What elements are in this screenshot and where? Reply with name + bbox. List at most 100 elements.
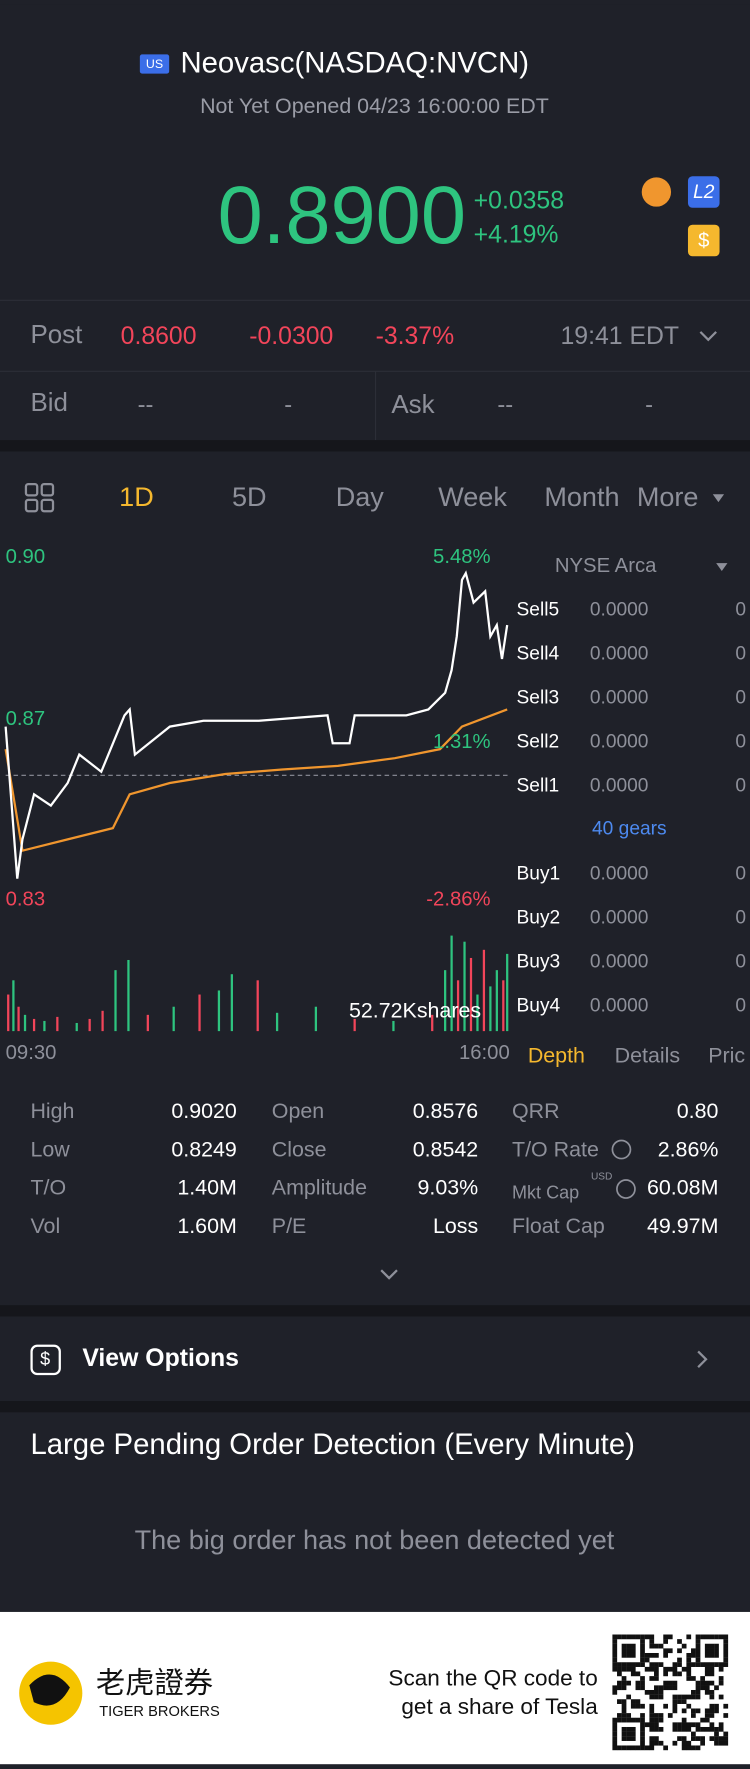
period-tab[interactable]: More	[637, 482, 699, 512]
qr-module	[681, 1699, 687, 1704]
qr-module	[626, 1652, 632, 1658]
qr-module	[612, 1643, 618, 1649]
info-icon[interactable]	[611, 1139, 632, 1160]
volume-max-label: 52.72Kshares	[349, 999, 481, 1023]
qr-module	[654, 1685, 659, 1691]
expand-chevron[interactable]	[380, 1269, 398, 1280]
qr-module	[626, 1680, 632, 1686]
qr-module	[677, 1671, 682, 1677]
qr-module	[695, 1657, 701, 1663]
qr-module	[667, 1685, 673, 1691]
qr-module	[621, 1708, 627, 1714]
y2-tick-label: -2.86%	[426, 889, 490, 911]
stat-label: Open	[272, 1099, 324, 1123]
qr-module	[640, 1680, 645, 1686]
icon-hours[interactable]	[641, 177, 672, 207]
qr-module	[612, 1648, 618, 1654]
qr-module	[612, 1685, 618, 1691]
qr-module	[663, 1703, 669, 1709]
qr-module	[709, 1726, 715, 1732]
qr-module	[612, 1639, 618, 1644]
options-chevron[interactable]	[697, 1350, 708, 1369]
qr-module	[723, 1643, 729, 1649]
depth-price: 0.0000	[590, 731, 649, 752]
view-options[interactable]: View Options	[82, 1345, 239, 1372]
qr-module	[672, 1671, 678, 1677]
qr-module	[626, 1643, 632, 1649]
qr-module	[654, 1676, 659, 1681]
period-tab[interactable]: 5D	[232, 482, 267, 512]
qr-module	[640, 1740, 645, 1746]
last-price: 0.8900	[218, 170, 466, 261]
qr-module	[723, 1703, 729, 1709]
stat-label: QRR	[512, 1099, 560, 1123]
qr-module	[612, 1689, 618, 1695]
qr-module	[691, 1689, 696, 1695]
exchange[interactable]: NYSE Arca	[555, 555, 657, 577]
volume-bar	[230, 974, 233, 1032]
x-tick-label: 16:00	[459, 1042, 510, 1064]
gears[interactable]: 40 gears	[592, 818, 667, 839]
qr-module	[714, 1662, 719, 1667]
qr-module	[686, 1657, 692, 1663]
qr-module	[709, 1680, 715, 1686]
qr-module	[621, 1680, 627, 1686]
qr-module	[654, 1717, 659, 1723]
qr-module	[649, 1662, 655, 1667]
qr-module	[714, 1652, 719, 1658]
qr-module	[723, 1736, 729, 1741]
period-tab[interactable]: Week	[438, 482, 507, 512]
depth-tab[interactable]: Pric	[708, 1044, 745, 1068]
volume-bar	[12, 980, 15, 1032]
post-time[interactable]: 19:41 EDT	[561, 323, 680, 350]
period-tab[interactable]: 1D	[119, 482, 154, 512]
qr-module	[635, 1745, 641, 1751]
layout-icon[interactable]	[24, 482, 55, 513]
qr-module	[672, 1666, 678, 1672]
period-tab[interactable]: Month	[544, 482, 619, 512]
qr-module	[654, 1694, 659, 1700]
icon-currency-bg[interactable]	[687, 224, 720, 257]
qr-module	[695, 1634, 701, 1640]
qr-module	[691, 1722, 696, 1728]
depth-price: 0.0000	[590, 687, 649, 708]
qr-module	[644, 1722, 650, 1728]
qr-module	[630, 1731, 636, 1737]
market-status: Not Yet Opened 04/23 16:00:00 EDT	[200, 94, 549, 118]
options-icon[interactable]	[30, 1344, 61, 1376]
qr-module	[630, 1736, 636, 1741]
qr-module	[691, 1736, 696, 1741]
period-tab[interactable]: Day	[336, 482, 385, 512]
volume-bar	[502, 980, 505, 1032]
qr-module	[654, 1671, 659, 1677]
qr-module	[677, 1694, 682, 1700]
qr-module	[644, 1689, 650, 1695]
depth-size: 0	[735, 731, 746, 752]
depth-tab[interactable]: Details	[615, 1044, 680, 1068]
post-chevron[interactable]	[699, 331, 717, 342]
qr-module	[658, 1694, 664, 1700]
qr-module	[718, 1666, 724, 1672]
qr-module	[658, 1685, 664, 1691]
qr-module	[654, 1736, 659, 1741]
info-icon[interactable]	[616, 1179, 636, 1199]
qr-module	[672, 1722, 678, 1728]
qr-module	[649, 1676, 655, 1681]
qr-module	[626, 1717, 632, 1723]
qr-module	[704, 1689, 710, 1695]
qr-module	[649, 1708, 655, 1714]
volume-bar	[392, 1020, 395, 1032]
depth-tab[interactable]: Depth	[528, 1044, 585, 1068]
qr-module	[626, 1726, 632, 1732]
qr-module	[630, 1648, 636, 1654]
icon-l2-bg[interactable]	[687, 176, 720, 208]
qr-module	[617, 1666, 622, 1672]
ask-label: Ask	[391, 391, 434, 419]
qr-module	[695, 1662, 701, 1667]
qr-module	[695, 1745, 701, 1751]
qr-module	[700, 1680, 706, 1686]
qr-module	[630, 1717, 636, 1723]
qr-module	[695, 1685, 701, 1691]
large-order-title: Large Pending Order Detection (Every Min…	[30, 1428, 634, 1461]
